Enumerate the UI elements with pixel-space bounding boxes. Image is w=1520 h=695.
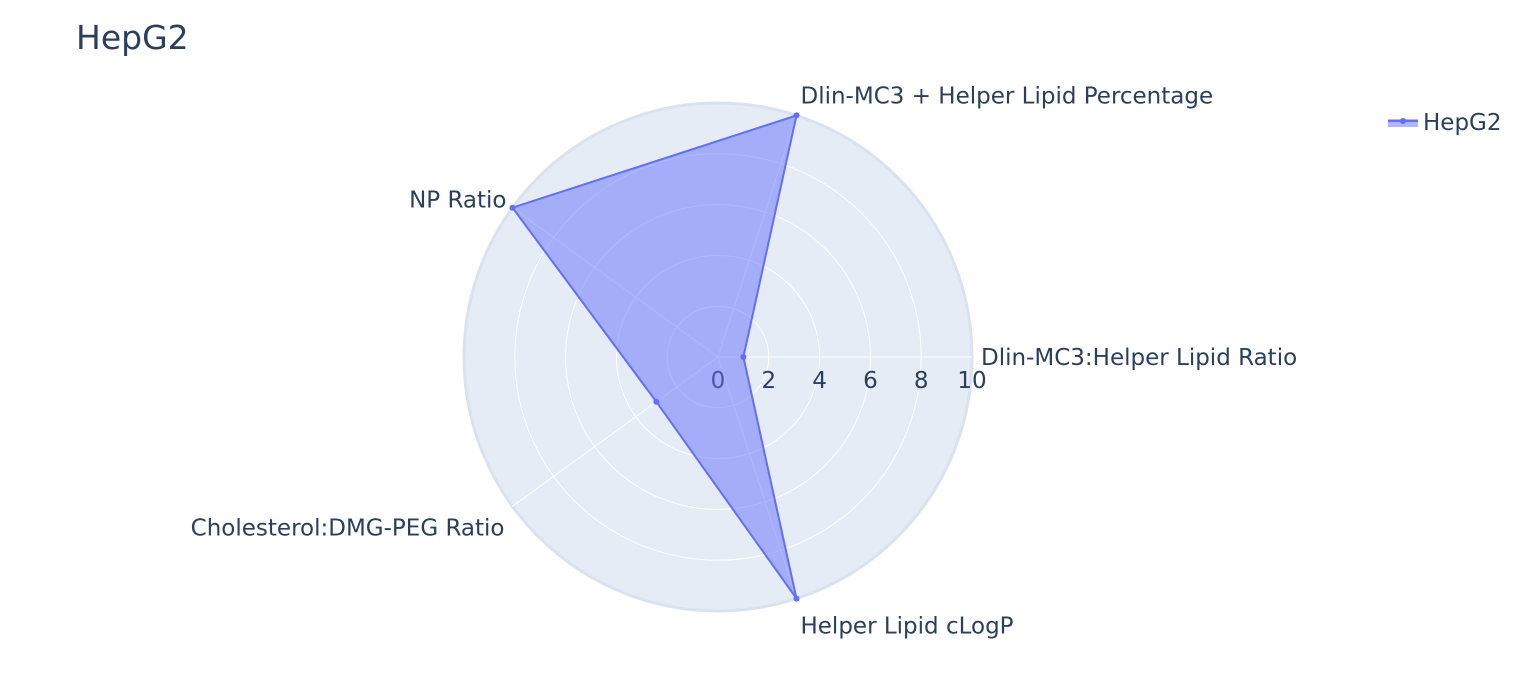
data-point-4: [793, 595, 800, 602]
legend[interactable]: HepG2: [1388, 108, 1502, 138]
radial-tick-label-2: 2: [761, 368, 776, 394]
category-label-0: Dlin-MC3:Helper Lipid Ratio: [981, 345, 1297, 371]
category-label-2: NP Ratio: [409, 188, 506, 214]
radial-tick-label-10: 10: [957, 368, 986, 394]
radial-tick-label-8: 8: [914, 368, 929, 394]
series-area-0: [511, 114, 798, 600]
category-label-3: Cholesterol:DMG-PEG Ratio: [191, 515, 505, 541]
legend-label-hepg2: HepG2: [1423, 110, 1502, 136]
category-label-1: Dlin-MC3 + Helper Lipid Percentage: [800, 83, 1213, 109]
data-point-3: [653, 398, 660, 405]
data-point-1: [793, 112, 800, 119]
category-label-4: Helper Lipid cLogP: [800, 614, 1013, 640]
data-point-2: [509, 204, 516, 211]
chart-title: HepG2: [76, 18, 189, 57]
radial-tick-label-6: 6: [863, 368, 878, 394]
data-point-0: [740, 354, 747, 360]
radial-tick-label-4: 4: [812, 368, 827, 394]
legend-swatch-icon: [1388, 108, 1418, 138]
